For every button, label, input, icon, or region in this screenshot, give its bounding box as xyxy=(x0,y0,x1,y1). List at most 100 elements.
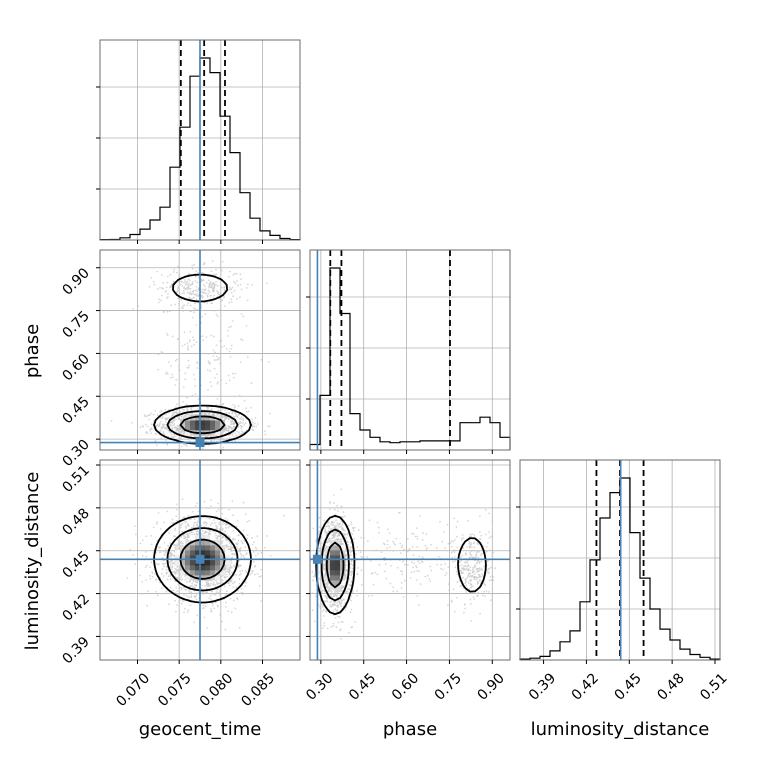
scatter-point xyxy=(475,576,478,578)
scatter-point xyxy=(483,565,486,567)
scatter-point xyxy=(220,437,223,440)
scatter-point xyxy=(232,599,235,602)
scatter-point xyxy=(243,556,246,559)
scatter-point xyxy=(196,281,199,284)
scatter-point xyxy=(195,285,198,288)
scatter-point xyxy=(343,515,346,518)
scatter-point xyxy=(473,550,476,552)
scatter-point xyxy=(250,382,253,385)
scatter-point xyxy=(226,590,228,593)
scatter-point xyxy=(221,432,224,435)
scatter-point xyxy=(415,565,417,567)
scatter-point xyxy=(177,578,180,581)
scatter-point xyxy=(322,567,325,570)
scatter-point xyxy=(155,578,158,581)
scatter-point xyxy=(156,523,158,525)
scatter-point xyxy=(178,531,181,534)
scatter-point xyxy=(146,564,149,567)
scatter-point xyxy=(333,601,336,603)
scatter-point xyxy=(187,609,190,612)
scatter-point xyxy=(194,279,197,282)
scatter-point xyxy=(195,592,198,594)
scatter-point xyxy=(337,605,340,608)
scatter-point xyxy=(194,393,197,395)
scatter-point xyxy=(351,526,354,529)
scatter-point xyxy=(337,510,339,512)
scatter-point xyxy=(220,526,223,528)
scatter-point xyxy=(178,601,181,604)
scatter-point xyxy=(181,345,184,347)
scatter-point xyxy=(183,431,186,434)
scatter-point xyxy=(171,335,174,338)
scatter-point xyxy=(174,435,177,438)
scatter-point xyxy=(182,401,185,403)
scatter-point xyxy=(417,560,419,563)
scatter-point xyxy=(318,516,321,519)
scatter-point xyxy=(183,304,186,307)
scatter-point xyxy=(193,339,195,341)
scatter-point xyxy=(193,263,196,266)
scatter-point xyxy=(349,541,352,544)
scatter-point xyxy=(240,430,243,433)
scatter-point xyxy=(155,590,158,593)
scatter-point xyxy=(192,296,195,299)
scatter-point xyxy=(162,592,165,595)
scatter-point xyxy=(174,572,177,575)
scatter-point xyxy=(167,417,170,419)
scatter-point xyxy=(466,576,469,579)
scatter-point xyxy=(177,302,180,305)
scatter-point xyxy=(146,415,148,418)
scatter-point xyxy=(439,520,441,523)
scatter-point xyxy=(312,579,314,582)
scatter-point xyxy=(236,284,239,287)
scatter-point xyxy=(206,435,209,438)
scatter-point xyxy=(186,287,188,290)
scatter-point xyxy=(330,591,333,593)
scatter-point xyxy=(152,280,155,283)
scatter-point xyxy=(479,515,481,518)
scatter-point xyxy=(227,535,230,537)
scatter-point xyxy=(418,570,420,573)
scatter-point xyxy=(386,543,389,546)
scatter-point xyxy=(185,595,188,597)
scatter-point xyxy=(176,290,179,293)
scatter-point xyxy=(222,439,225,442)
scatter-point xyxy=(144,415,147,418)
scatter-point xyxy=(177,547,179,550)
scatter-point xyxy=(471,549,474,552)
scatter-point xyxy=(169,566,172,569)
scatter-point xyxy=(483,590,485,593)
scatter-point xyxy=(169,424,172,426)
scatter-point xyxy=(176,428,179,430)
scatter-point xyxy=(206,627,209,629)
scatter-point xyxy=(189,304,192,307)
scatter-point xyxy=(473,566,476,569)
scatter-point xyxy=(179,418,182,421)
scatter-point xyxy=(185,526,188,529)
scatter-point xyxy=(228,566,230,569)
scatter-point xyxy=(230,291,233,294)
scatter-point xyxy=(215,534,218,537)
scatter-point xyxy=(265,282,268,285)
scatter-point xyxy=(186,404,188,406)
scatter-point xyxy=(328,592,331,595)
scatter-point xyxy=(240,432,243,435)
scatter-point xyxy=(244,553,247,556)
scatter-point xyxy=(321,589,324,592)
scatter-point xyxy=(252,560,255,563)
scatter-point xyxy=(237,566,240,569)
scatter-point xyxy=(211,590,214,593)
scatter-point xyxy=(318,577,320,580)
scatter-point xyxy=(245,410,248,413)
scatter-point xyxy=(336,535,339,538)
scatter-point xyxy=(470,620,473,622)
scatter-point xyxy=(208,291,211,294)
scatter-point xyxy=(429,580,432,583)
scatter-point xyxy=(236,430,239,433)
scatter-point xyxy=(168,556,171,559)
scatter-point xyxy=(193,518,196,520)
scatter-point xyxy=(245,407,248,410)
scatter-point xyxy=(165,428,168,430)
scatter-point xyxy=(235,525,238,528)
scatter-point xyxy=(224,628,227,631)
